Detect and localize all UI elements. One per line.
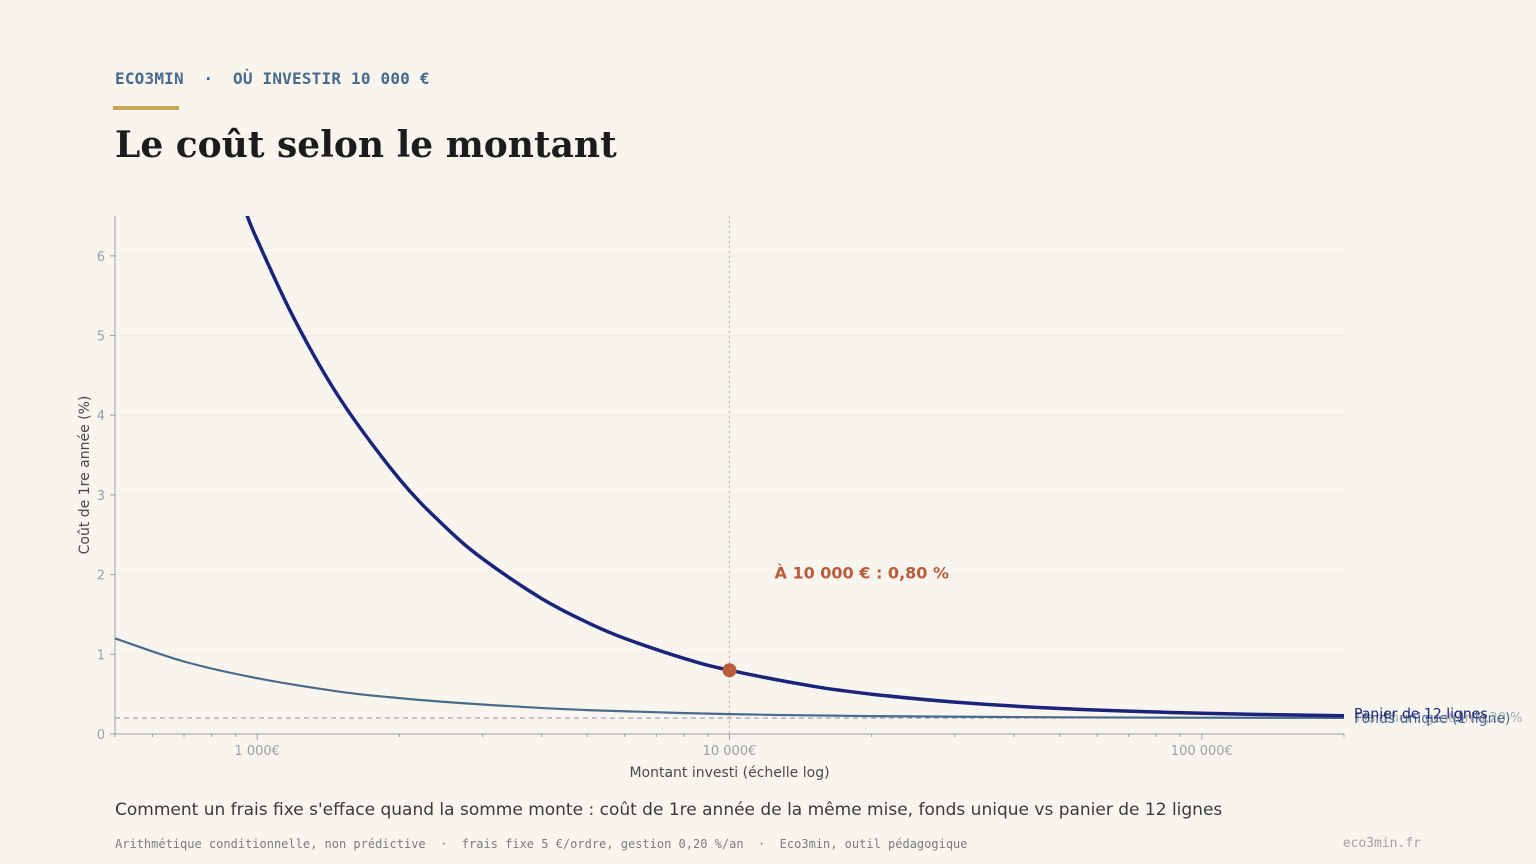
x-tick-label: 1 000€ — [234, 744, 280, 759]
site-link[interactable]: eco3min.fr — [1342, 836, 1421, 851]
chart-caption: Comment un frais fixe s'efface quand la … — [115, 800, 1223, 820]
reference-elements — [115, 216, 1344, 734]
highlight-point — [722, 663, 737, 678]
footnote: Arithmétique conditionnelle, non prédict… — [115, 837, 968, 851]
series-lines — [115, 216, 1344, 719]
series-line-single — [115, 637, 1344, 719]
kicker: ECO3MIN · OÙ INVESTIR 10 000 € — [115, 69, 430, 88]
y-tick-label: 1 — [97, 648, 105, 663]
kicker-accent-bar — [113, 106, 179, 110]
x-tick-label: 100 000€ — [1171, 744, 1233, 759]
y-tick-label: 5 — [97, 330, 105, 345]
y-tick-label: 0 — [97, 728, 105, 743]
y-axis-label: Coût de 1re année (%) — [77, 396, 93, 555]
x-axis: 1 000€ 10 000€ 100 000€ — [114, 733, 1345, 759]
y-tick-label: 6 — [97, 250, 105, 265]
y-tick-label: 2 — [97, 569, 105, 584]
series-label-basket: Panier de 12 lignes — [1354, 707, 1488, 723]
x-tick-label: 10 000€ — [703, 744, 757, 759]
series-label-single: Fonds unique (1 ligne) — [1354, 711, 1511, 727]
page-title: Le coût selon le montant — [115, 124, 617, 166]
x-axis-label: Montant investi (échelle log) — [629, 765, 829, 781]
marker-annotation: À 10 000 € : 0,80 % — [775, 564, 950, 583]
grid-lines — [115, 255, 1344, 655]
y-tick-label: 4 — [97, 409, 105, 424]
y-axis: 0 1 2 3 4 5 6 — [97, 216, 116, 743]
series-line-basket — [245, 216, 1344, 718]
y-tick-label: 3 — [97, 489, 105, 504]
floor-label: Plancher : gestion 0,20 % — [1356, 711, 1523, 726]
